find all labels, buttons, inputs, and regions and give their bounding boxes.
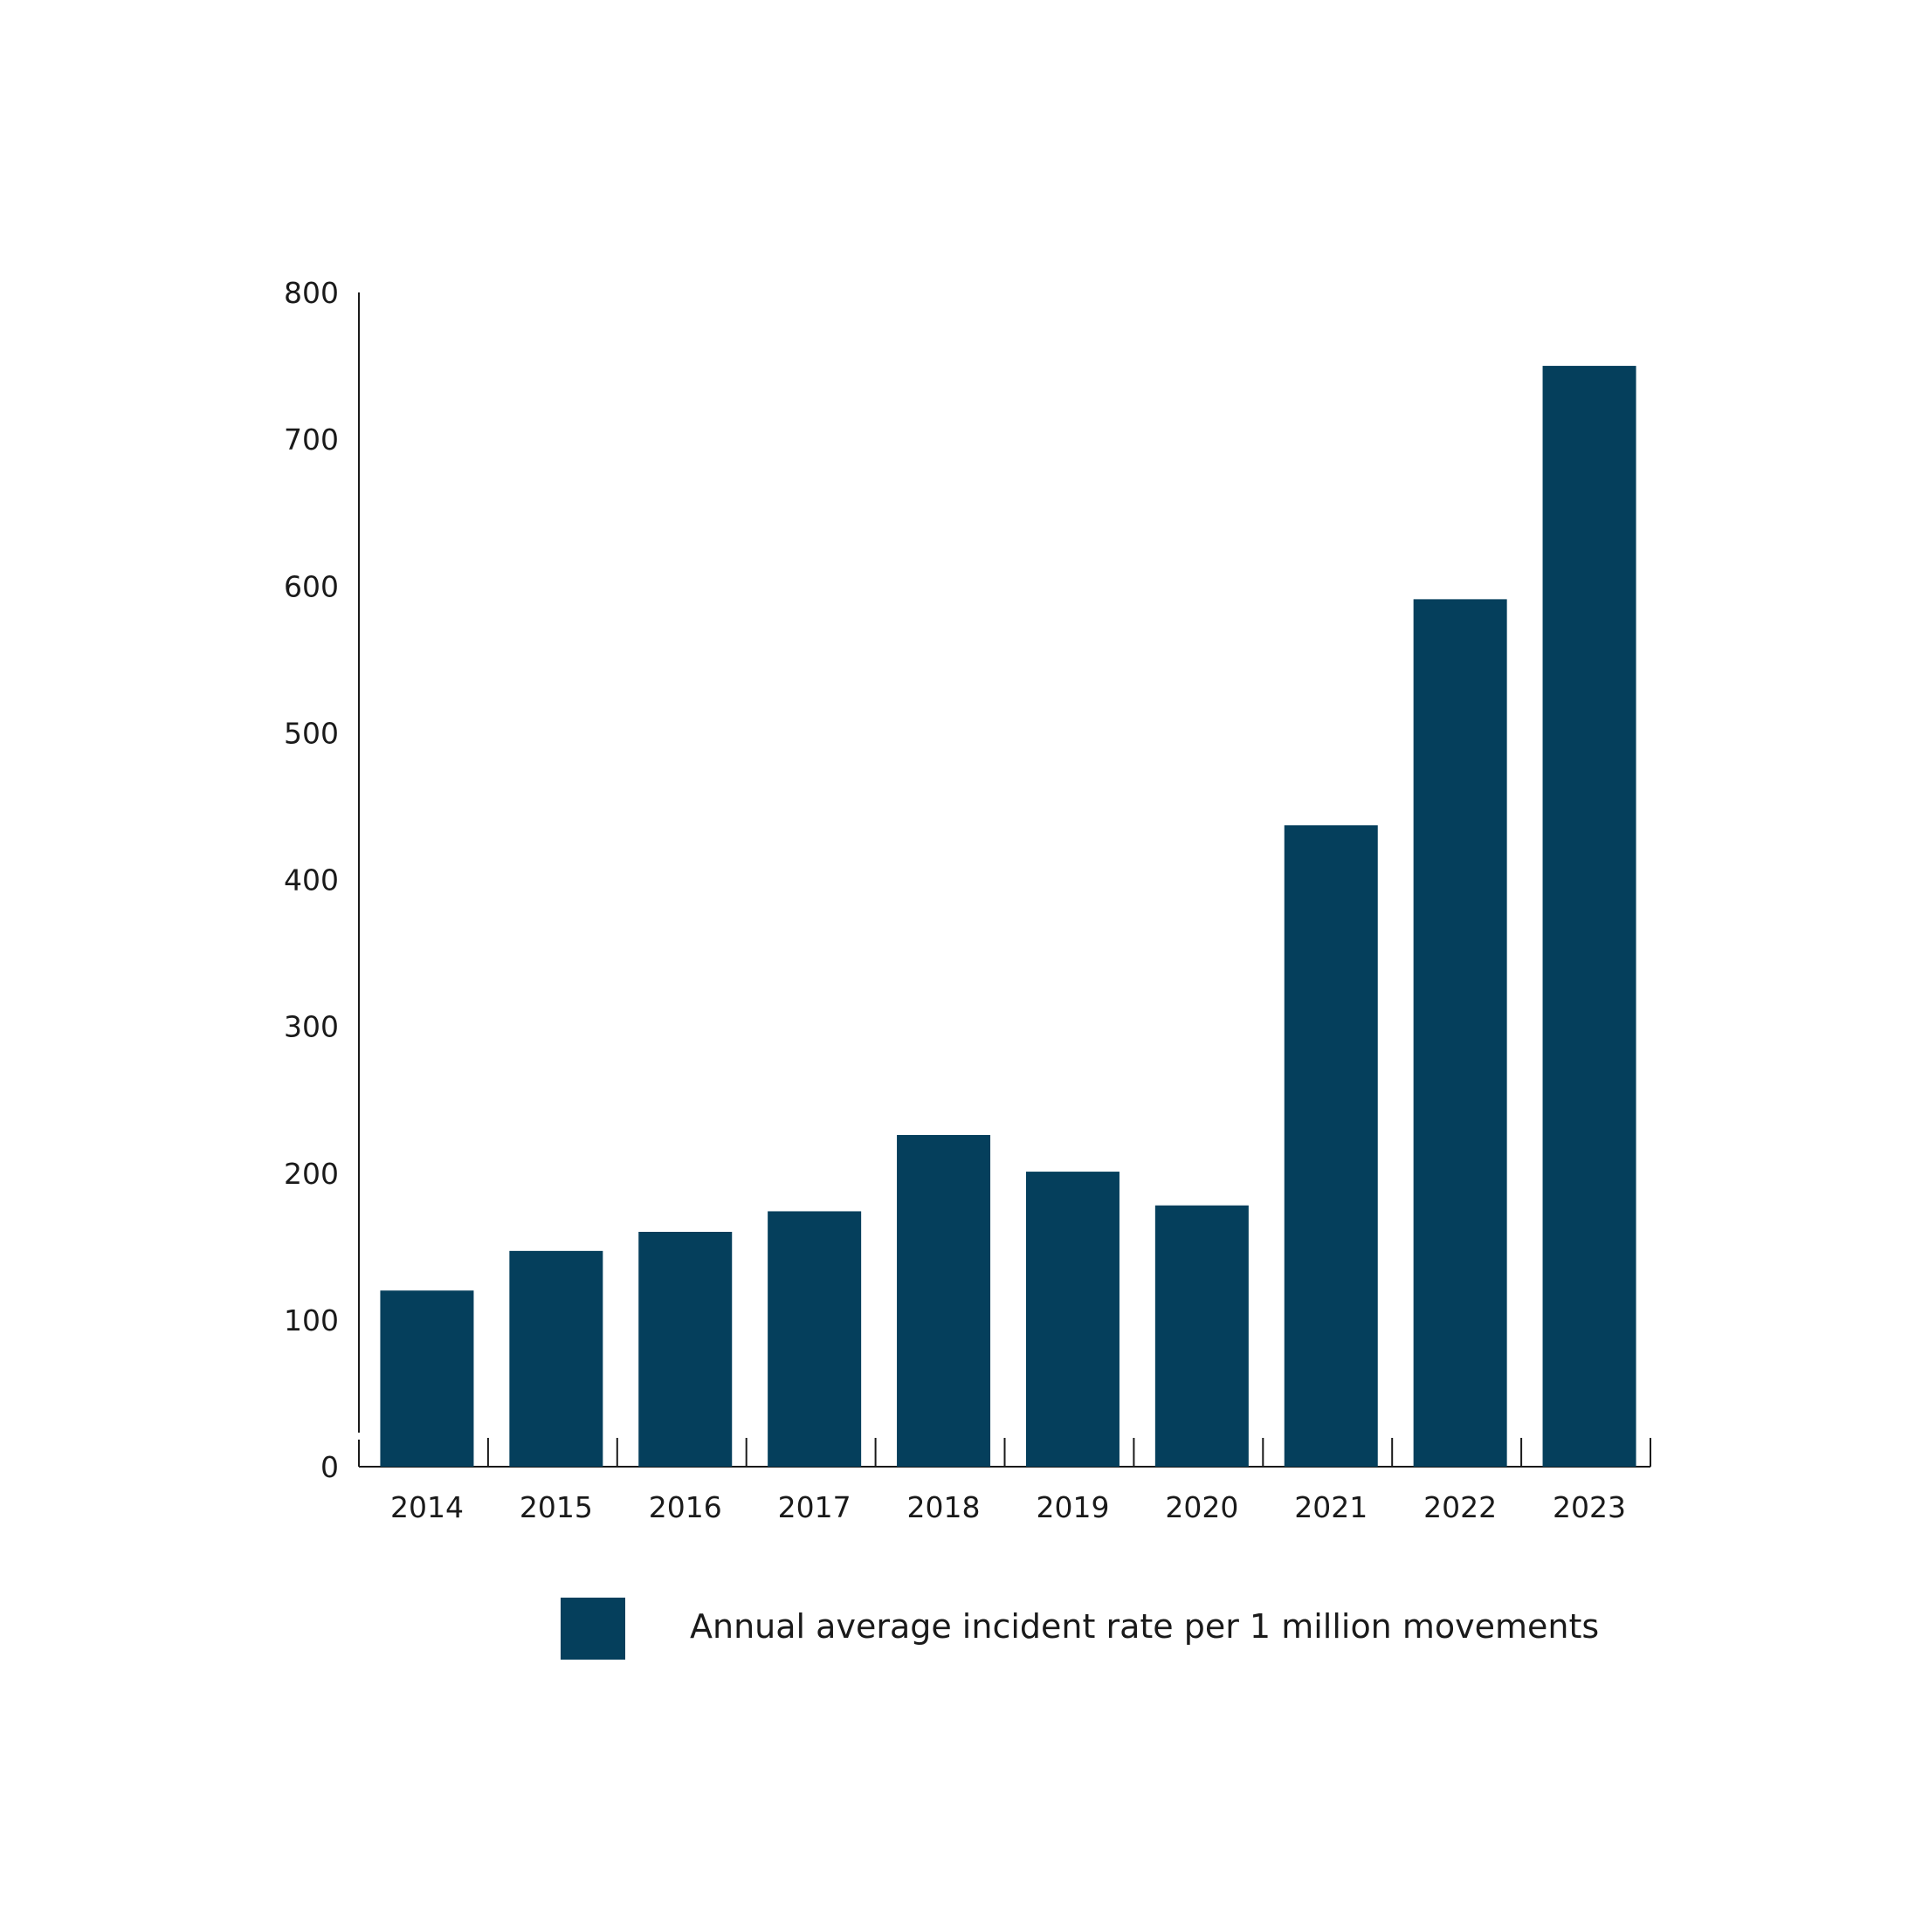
y-tick-label: 700 xyxy=(284,423,339,457)
bar xyxy=(768,1211,862,1467)
y-tick-label: 400 xyxy=(284,863,339,897)
bar xyxy=(1154,1205,1249,1467)
legend: Annual average incident rate per 1 milli… xyxy=(561,1598,1599,1660)
bar xyxy=(380,1290,474,1467)
bar xyxy=(638,1232,733,1467)
x-tick-label: 2016 xyxy=(649,1490,722,1524)
x-tick-label: 2019 xyxy=(1036,1490,1109,1524)
bar xyxy=(1542,366,1636,1467)
y-tick-label: 600 xyxy=(284,569,339,603)
bar xyxy=(509,1250,603,1467)
x-tick-label: 2015 xyxy=(520,1490,593,1524)
x-tick-label: 2023 xyxy=(1553,1490,1626,1524)
x-axis: 2014 2015 2016 2017 2018 2019 2020 2021 2022 2023 xyxy=(359,1438,1651,1524)
bars-group xyxy=(380,366,1636,1467)
x-tick-label: 2020 xyxy=(1165,1490,1238,1524)
y-tick-label: 200 xyxy=(284,1157,339,1191)
bar xyxy=(1413,599,1507,1467)
y-tick-label: 100 xyxy=(284,1303,339,1337)
legend-label: Annual average incident rate per 1 milli… xyxy=(690,1607,1599,1646)
x-tick-label: 2022 xyxy=(1423,1490,1497,1524)
bar xyxy=(1025,1172,1120,1467)
y-axis: 0 100 200 300 400 500 600 700 800 xyxy=(284,276,360,1484)
bar xyxy=(1284,825,1378,1467)
y-tick-label: 0 xyxy=(320,1450,339,1484)
y-tick-label: 500 xyxy=(284,716,339,750)
legend-swatch xyxy=(561,1598,625,1660)
x-tick-label: 2021 xyxy=(1294,1490,1368,1524)
bar xyxy=(897,1135,991,1467)
x-tick-label: 2018 xyxy=(907,1490,981,1524)
x-tick-label: 2017 xyxy=(778,1490,851,1524)
y-tick-label: 800 xyxy=(284,276,339,310)
x-tick-label: 2014 xyxy=(390,1490,464,1524)
y-tick-label: 300 xyxy=(284,1010,339,1044)
